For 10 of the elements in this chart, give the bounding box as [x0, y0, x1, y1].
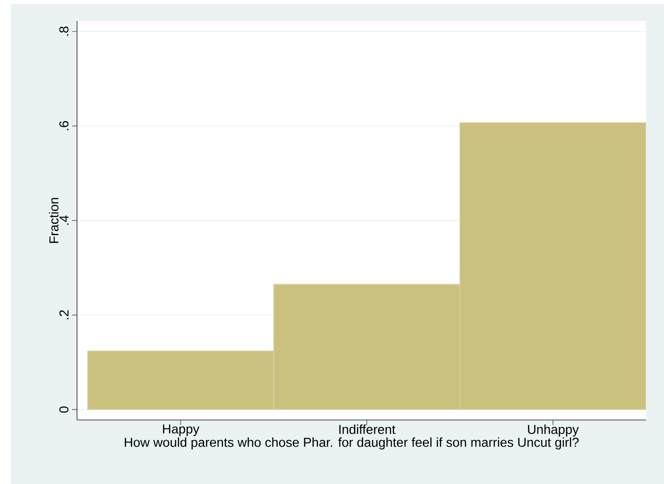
x-tick-label: Indifferent	[339, 424, 396, 434]
y-tick-label: .8	[59, 26, 68, 36]
y-axis-title: Fraction	[48, 198, 58, 243]
x-tick-label: Unhappy	[528, 424, 579, 437]
y-tick-label: 0	[59, 406, 68, 413]
x-axis-title: How would parents who chose Phar. for daughter feel if son marries Uncut girl?	[124, 437, 579, 450]
y-tick-label: .6	[59, 121, 68, 130]
x-tick-label: Happy	[163, 424, 200, 436]
y-tick-label: .4	[60, 215, 68, 225]
y-tick-label: .2	[59, 310, 68, 320]
